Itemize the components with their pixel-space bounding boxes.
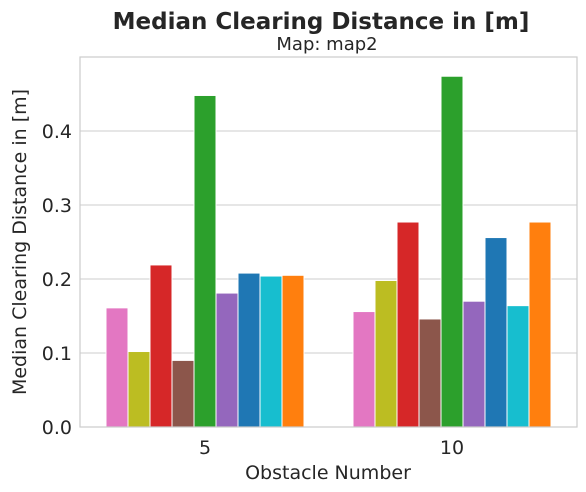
- bar: [440, 75, 464, 428]
- y-ticks: 0.0 0.1 0.2 0.3 0.4: [42, 121, 72, 439]
- bar: [374, 279, 398, 428]
- bar: [215, 292, 239, 428]
- chart-title: Median Clearing Distance in [m]: [113, 9, 530, 35]
- y-tick-label: 0.4: [42, 121, 72, 143]
- bar: [193, 94, 217, 428]
- bar: [281, 274, 305, 428]
- bar: [462, 300, 486, 428]
- plot-frame: [79, 56, 578, 428]
- x-tick-label: 5: [199, 437, 211, 459]
- bar: [396, 221, 420, 428]
- bar: [484, 237, 508, 428]
- x-axis-label: Obstacle Number: [245, 462, 411, 484]
- y-tick-label: 0.1: [42, 343, 72, 365]
- x-ticks: 5 10: [199, 437, 464, 459]
- bar: [528, 221, 552, 428]
- bar: [149, 264, 173, 428]
- bar: [506, 305, 530, 428]
- bar: [171, 359, 195, 428]
- bar: [259, 275, 283, 428]
- bar: [418, 318, 442, 428]
- bar: [127, 351, 151, 428]
- y-axis-label: Median Clearing Distance in [m]: [9, 89, 31, 395]
- y-tick-label: 0.3: [42, 195, 72, 217]
- bar: [237, 272, 261, 428]
- chart-subtitle: Map: map2: [276, 34, 377, 55]
- bars: [105, 75, 552, 428]
- bar: [105, 307, 129, 428]
- y-tick-label: 0.0: [42, 417, 72, 439]
- bar: [352, 311, 376, 428]
- y-tick-label: 0.2: [42, 269, 72, 291]
- x-tick-label: 10: [440, 437, 464, 459]
